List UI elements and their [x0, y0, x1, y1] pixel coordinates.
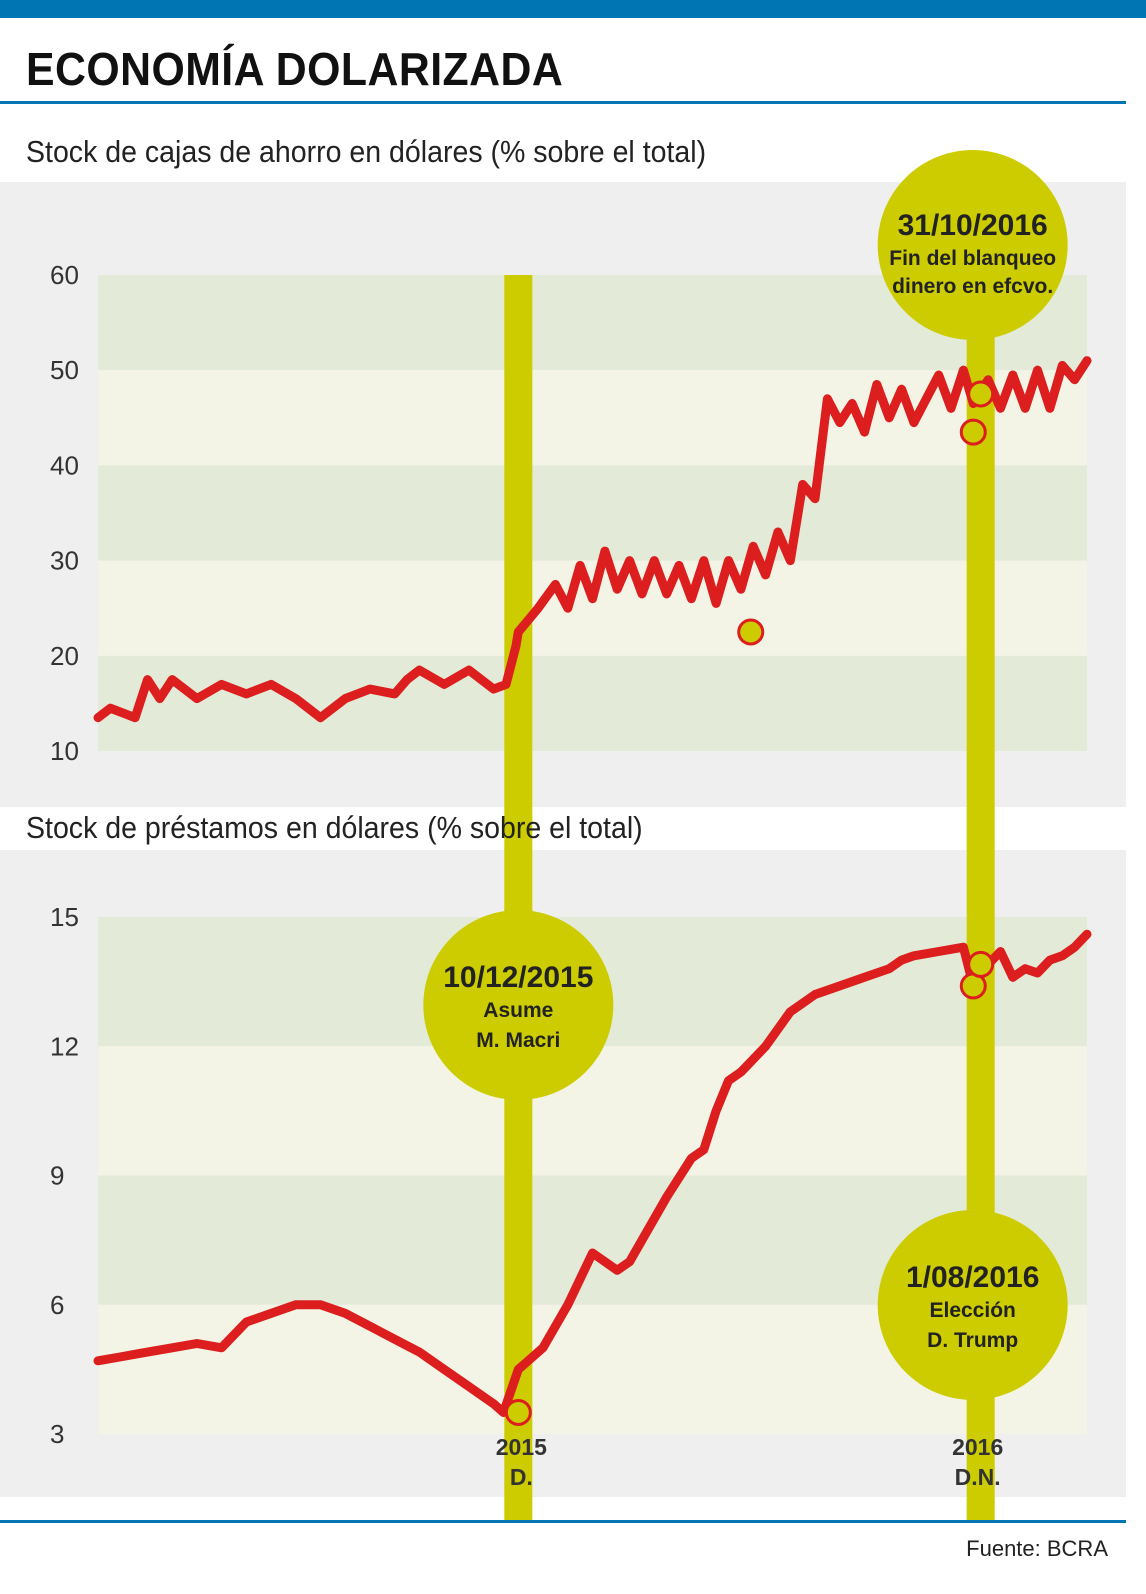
chart1-event-marker	[967, 380, 995, 408]
chart1-y-tick-label: 30	[50, 546, 79, 576]
footer-divider	[0, 1520, 1126, 1523]
chart2-band	[98, 1046, 1087, 1176]
annotation-line1: Elección	[929, 1299, 1015, 1322]
chart1-title: Stock de cajas de ahorro en dólares (% s…	[26, 134, 707, 169]
title-divider	[0, 101, 1126, 104]
chart2-y-ticks: 15 12 9 6 3	[50, 902, 79, 1449]
chart1-y-tick-label: 60	[50, 260, 79, 290]
chart1-y-tick-label: 40	[50, 450, 79, 480]
source-note: Fuente: BCRA	[966, 1536, 1108, 1561]
chart1-y-ticks: 60 50 40 30 20 10	[50, 260, 79, 766]
chart2-event-marker	[504, 1398, 532, 1426]
chart1-y-tick-label: 50	[50, 355, 79, 385]
annotation-bubble	[877, 150, 1068, 340]
event-line-2015	[504, 275, 533, 1520]
annotation-line2: dinero en efcvo.	[892, 275, 1053, 298]
chart2-x-ticks: 2015 D. 2016 D.N.	[496, 1434, 1004, 1490]
chart1-event-marker	[959, 418, 987, 446]
chart1-y-tick-label: 20	[50, 641, 79, 671]
top-accent-bar	[0, 0, 1146, 18]
chart2-y-tick-label: 12	[50, 1031, 79, 1061]
chart1-series-line	[93, 356, 1092, 723]
chart2-y-tick-label: 15	[50, 902, 79, 932]
annotation-line2: M. Macri	[476, 1029, 560, 1052]
page-title: ECONOMÍA DOLARIZADA	[26, 43, 564, 95]
chart1-event-marker	[737, 618, 765, 646]
chart1-band	[98, 370, 1087, 466]
annotation-date: 31/10/2016	[898, 209, 1048, 242]
event-bubbles: 31/10/2016 Fin del blanqueo dinero en efcv…	[423, 150, 1068, 1400]
chart2-y-tick-label: 3	[50, 1419, 64, 1449]
chart1-y-tick-label: 10	[50, 736, 79, 766]
annotation-line2: D. Trump	[927, 1329, 1018, 1352]
chart1-band	[98, 560, 1087, 656]
x-tick-label-sub: D.	[510, 1464, 533, 1490]
x-tick-label-year: 2015	[496, 1434, 547, 1460]
event-markers	[504, 380, 995, 1426]
annotation-bubble	[877, 1210, 1068, 1400]
x-tick-label-year: 2016	[952, 1434, 1003, 1460]
chart2-bands	[98, 917, 1087, 1434]
chart2-event-marker	[967, 950, 995, 978]
x-tick-label-sub: D.N.	[955, 1464, 1001, 1490]
annotation-bubble	[423, 910, 614, 1100]
chart1-band	[98, 655, 1087, 751]
annotation-line1: Asume	[483, 999, 553, 1022]
chart1-band	[98, 465, 1087, 561]
annotation-line1: Fin del blanqueo	[889, 247, 1056, 270]
annotation-date: 10/12/2015	[443, 961, 593, 994]
chart1-bands	[98, 275, 1087, 751]
chart2-y-tick-label: 9	[50, 1161, 64, 1191]
chart2-y-tick-label: 6	[50, 1290, 64, 1320]
annotation-date: 1/08/2016	[906, 1261, 1039, 1294]
chart2-title: Stock de préstamos en dólares (% sobre e…	[26, 810, 643, 845]
